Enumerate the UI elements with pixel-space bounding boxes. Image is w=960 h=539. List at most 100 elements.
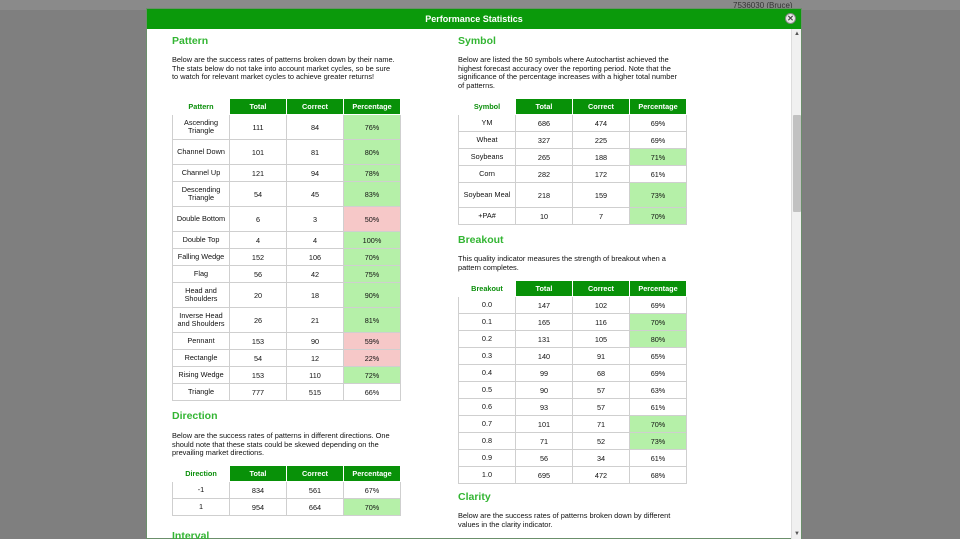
pattern-cell-total: 153	[229, 332, 287, 350]
clarity-title: Clarity	[458, 491, 491, 503]
symbol-cell-pct: 69%	[629, 131, 687, 149]
vertical-scrollbar[interactable]: ▲ ▼	[791, 29, 801, 539]
symbol-header-percentage: Percentage	[629, 98, 687, 115]
pattern-cell-pct: 83%	[343, 181, 401, 207]
pattern-cell-pct: 50%	[343, 206, 401, 232]
pattern-cell-correct: 18	[286, 282, 344, 308]
direction-cell-name: -1	[172, 481, 230, 499]
symbol-header-correct: Correct	[572, 98, 630, 115]
pattern-cell-total: 121	[229, 164, 287, 182]
table-row: 0.1 165 116 70%	[458, 313, 687, 331]
direction-table: Direction Total Correct Percentage -1 834 561…	[172, 465, 401, 516]
performance-statistics-modal: Performance Statistics ✕ Pattern Below a…	[146, 8, 802, 539]
scrollbar-thumb[interactable]	[793, 115, 801, 212]
pattern-cell-pct: 78%	[343, 164, 401, 182]
pattern-cell-name: Triangle	[172, 383, 230, 401]
direction-title: Direction	[172, 410, 218, 422]
close-button[interactable]: ✕	[785, 13, 796, 24]
table-row: Triangle 777 515 66%	[172, 383, 401, 401]
breakout-cell-pct: 73%	[629, 432, 687, 450]
pattern-cell-total: 20	[229, 282, 287, 308]
pattern-cell-total: 153	[229, 366, 287, 384]
breakout-cell-total: 695	[515, 466, 573, 484]
pattern-cell-name: Double Top	[172, 231, 230, 249]
pattern-cell-name: Flag	[172, 265, 230, 283]
symbol-cell-name: +PA#	[458, 207, 516, 225]
pattern-cell-name: Falling Wedge	[172, 248, 230, 266]
pattern-cell-correct: 90	[286, 332, 344, 350]
breakout-cell-total: 165	[515, 313, 573, 331]
breakout-description: This quality indicator measures the stre…	[458, 254, 666, 272]
breakout-table: Breakout Total Correct Percentage 0.0 147 102…	[458, 280, 687, 484]
pattern-cell-total: 54	[229, 349, 287, 367]
pattern-cell-total: 101	[229, 139, 287, 165]
table-row: Double Top 4 4 100%	[172, 231, 401, 249]
pattern-cell-pct: 75%	[343, 265, 401, 283]
symbol-table-body: YM 686 474 69% Wheat 327 225 69% Soybeans 265 188 7…	[458, 114, 687, 225]
background-strip	[0, 0, 960, 10]
table-row: Falling Wedge 152 106 70%	[172, 248, 401, 266]
breakout-cell-pct: 61%	[629, 398, 687, 416]
table-row: Wheat 327 225 69%	[458, 131, 687, 149]
pattern-cell-correct: 110	[286, 366, 344, 384]
breakout-header-percentage: Percentage	[629, 280, 687, 297]
table-row: 0.7 101 71 70%	[458, 415, 687, 433]
pattern-cell-correct: 4	[286, 231, 344, 249]
pattern-cell-pct: 76%	[343, 114, 401, 140]
clarity-description: Below are the success rates of patterns …	[458, 511, 671, 529]
breakout-cell-total: 140	[515, 347, 573, 365]
table-row: Channel Down 101 81 80%	[172, 139, 401, 165]
symbol-cell-total: 265	[515, 148, 573, 166]
background-user-ref: 7536030 (Bruce)	[733, 1, 793, 10]
symbol-table: Symbol Total Correct Percentage YM 686 474 69%…	[458, 98, 687, 225]
symbol-cell-pct: 69%	[629, 114, 687, 132]
direction-table-header: Direction Total Correct Percentage	[172, 465, 401, 482]
breakout-cell-name: 0.0	[458, 296, 516, 314]
pattern-cell-total: 54	[229, 181, 287, 207]
direction-cell-correct: 664	[286, 498, 344, 516]
pattern-cell-total: 111	[229, 114, 287, 140]
direction-header-direction: Direction	[172, 465, 230, 482]
breakout-cell-pct: 69%	[629, 296, 687, 314]
pattern-cell-pct: 81%	[343, 307, 401, 333]
breakout-cell-total: 147	[515, 296, 573, 314]
pattern-description: Below are the success rates of patterns …	[172, 55, 395, 82]
table-row: 0.5 90 57 63%	[458, 381, 687, 399]
symbol-description: Below are listed the 50 symbols where Au…	[458, 55, 677, 90]
pattern-header-pattern: Pattern	[172, 98, 230, 115]
table-row: Ascending Triangle 111 84 76%	[172, 114, 401, 140]
pattern-cell-correct: 94	[286, 164, 344, 182]
pattern-cell-pct: 90%	[343, 282, 401, 308]
table-row: 1 954 664 70%	[172, 498, 401, 516]
symbol-cell-correct: 159	[572, 182, 630, 208]
pattern-cell-correct: 106	[286, 248, 344, 266]
pattern-cell-name: Inverse Head and Shoulders	[172, 307, 230, 333]
scroll-up-arrow-icon[interactable]: ▲	[794, 31, 800, 37]
direction-cell-correct: 561	[286, 481, 344, 499]
scroll-down-arrow-icon[interactable]: ▼	[794, 531, 800, 537]
breakout-cell-pct: 61%	[629, 449, 687, 467]
symbol-cell-pct: 61%	[629, 165, 687, 183]
pattern-cell-correct: 515	[286, 383, 344, 401]
modal-content: Pattern Below are the success rates of p…	[147, 29, 791, 539]
breakout-cell-correct: 472	[572, 466, 630, 484]
breakout-cell-name: 0.2	[458, 330, 516, 348]
direction-header-total: Total	[229, 465, 287, 482]
table-row: -1 834 561 67%	[172, 481, 401, 499]
pattern-header-total: Total	[229, 98, 287, 115]
breakout-cell-total: 71	[515, 432, 573, 450]
pattern-cell-pct: 100%	[343, 231, 401, 249]
direction-cell-pct: 67%	[343, 481, 401, 499]
breakout-cell-pct: 65%	[629, 347, 687, 365]
pattern-cell-name: Rising Wedge	[172, 366, 230, 384]
pattern-cell-total: 26	[229, 307, 287, 333]
symbol-cell-total: 282	[515, 165, 573, 183]
breakout-cell-correct: 68	[572, 364, 630, 382]
direction-header-percentage: Percentage	[343, 465, 401, 482]
breakout-cell-correct: 52	[572, 432, 630, 450]
direction-header-correct: Correct	[286, 465, 344, 482]
breakout-cell-correct: 57	[572, 381, 630, 399]
table-row: 0.9 56 34 61%	[458, 449, 687, 467]
pattern-cell-correct: 84	[286, 114, 344, 140]
breakout-cell-name: 0.4	[458, 364, 516, 382]
